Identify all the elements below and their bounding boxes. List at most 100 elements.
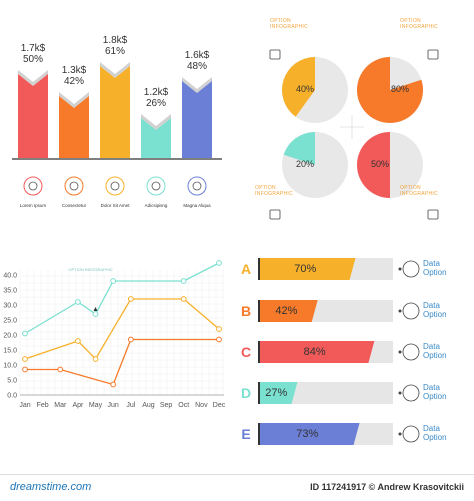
hbar-row-1 — [258, 300, 393, 322]
data-point — [180, 278, 187, 284]
bar-pct-label: 42% — [63, 76, 84, 87]
hbar-pct-label: 27% — [265, 387, 288, 399]
hbar-letter: C — [240, 344, 252, 360]
hbar-caption-line2: Option — [423, 268, 447, 277]
x-tick-label: Mar — [54, 402, 67, 409]
bar-value-label: 1.6k$ — [184, 50, 210, 61]
hbar-caption-line1: Data — [423, 424, 440, 433]
bar-pct-label: 61% — [104, 46, 125, 57]
envelope-icon — [398, 384, 420, 402]
pie-3 — [357, 132, 423, 198]
hbar-row-2 — [258, 341, 393, 363]
document-icon — [269, 49, 281, 60]
bar-2 — [100, 62, 130, 158]
x-tick-label: Jul — [126, 402, 135, 409]
hbar-caption-line1: Data — [423, 383, 440, 392]
hbars-svg — [258, 258, 420, 445]
data-point — [22, 366, 28, 373]
bar-4 — [182, 77, 212, 158]
data-point — [110, 278, 117, 284]
pie-option-label: OPTION INFOGRAPHIC — [255, 185, 294, 197]
data-point — [22, 330, 28, 337]
hbar-fill — [258, 341, 375, 363]
series-line-1 — [24, 298, 220, 361]
hbar-caption-line1: Data — [423, 259, 440, 268]
currency-exchange-icon — [269, 209, 281, 220]
bar-0 — [18, 70, 48, 158]
bar-3 — [141, 114, 171, 158]
hbar-caption-line2: Option — [423, 351, 447, 360]
footer-id: ID 117241917 © Andrew Krasovitckii — [310, 482, 464, 492]
x-tick-label: Apr — [72, 402, 84, 409]
x-tick-label: Jun — [108, 402, 119, 409]
data-point — [127, 336, 134, 343]
x-tick-label: Feb — [37, 402, 49, 409]
hbar-fill — [258, 300, 318, 322]
annotation-marker — [93, 307, 98, 311]
bar-value-label: 1.3k$ — [61, 65, 87, 76]
data-point — [75, 299, 81, 305]
bar-1 — [59, 92, 89, 158]
hbar-caption-line2: Option — [423, 310, 447, 319]
data-point — [110, 381, 117, 388]
hbar-row-4 — [258, 423, 393, 445]
hbar-fill — [258, 423, 360, 445]
hbar-pct-label: 70% — [294, 263, 317, 275]
hbar-caption-line1: Data — [423, 342, 440, 351]
pie-slice — [282, 57, 315, 117]
annotation-label: OPTION INFOGRAPHIC — [68, 267, 112, 272]
x-tick-label: Jan — [19, 402, 30, 409]
pie-0 — [282, 57, 348, 123]
y-tick-label: 10.0 — [3, 363, 17, 370]
pie-option-label: OPTION INFOGRAPHIC — [270, 18, 309, 30]
data-point — [180, 296, 187, 302]
coins-icon — [398, 260, 420, 278]
bar-caption: Dolor Sit Amet — [100, 203, 130, 208]
pie-charts-panel — [269, 49, 439, 220]
globe-icon — [146, 176, 166, 196]
x-tick-label: Dec — [213, 402, 226, 409]
data-point — [75, 338, 81, 344]
y-tick-label: 20.0 — [3, 333, 17, 340]
bar-caption: Magna Aliqua — [183, 203, 211, 208]
pie-pct-label: 80% — [390, 84, 409, 94]
pie-chart-icon — [398, 302, 420, 320]
trend-arrow-icon — [398, 343, 420, 361]
bar-chart-svg — [12, 62, 222, 196]
hbar-fill — [258, 258, 356, 280]
hbar-pct-label: 73% — [296, 428, 319, 440]
data-point — [92, 356, 99, 362]
briefcase-icon — [427, 49, 439, 60]
hbar-caption-line2: Option — [423, 433, 447, 442]
bar-value-label: 1.8k$ — [102, 35, 128, 46]
data-point — [127, 296, 134, 302]
data-point — [22, 356, 28, 362]
data-point — [57, 366, 64, 373]
data-point — [216, 326, 222, 332]
hbar-row-0 — [258, 258, 393, 280]
target-icon — [398, 425, 420, 443]
data-point — [92, 311, 99, 317]
hbar-pct-label: 42% — [275, 305, 298, 317]
plant-icon — [105, 176, 125, 196]
y-tick-label: 25.0 — [3, 318, 17, 325]
hbar-row-3 — [258, 382, 393, 404]
hbar-fill — [258, 382, 298, 404]
y-tick-label: 15.0 — [3, 348, 17, 355]
y-tick-label: 40.0 — [3, 273, 17, 280]
hbar-pct-label: 84% — [303, 346, 326, 358]
bar-pct-label: 48% — [186, 61, 207, 72]
hbar-caption-line1: Data — [423, 301, 440, 310]
x-tick-label: Aug — [142, 402, 155, 409]
pie-pct-label: 40% — [295, 84, 314, 94]
hbar-letter: B — [240, 303, 252, 319]
pie-option-label: OPTION INFOGRAPHIC — [400, 185, 439, 197]
hbar-letter: A — [240, 261, 252, 277]
pie-slice — [283, 132, 315, 165]
banknote-icon — [427, 209, 439, 220]
data-point — [216, 260, 222, 266]
medal-icon — [23, 176, 43, 196]
graduation-cap-icon — [64, 176, 84, 196]
y-tick-label: 0.0 — [7, 393, 17, 400]
hbar-letter: E — [241, 426, 251, 442]
